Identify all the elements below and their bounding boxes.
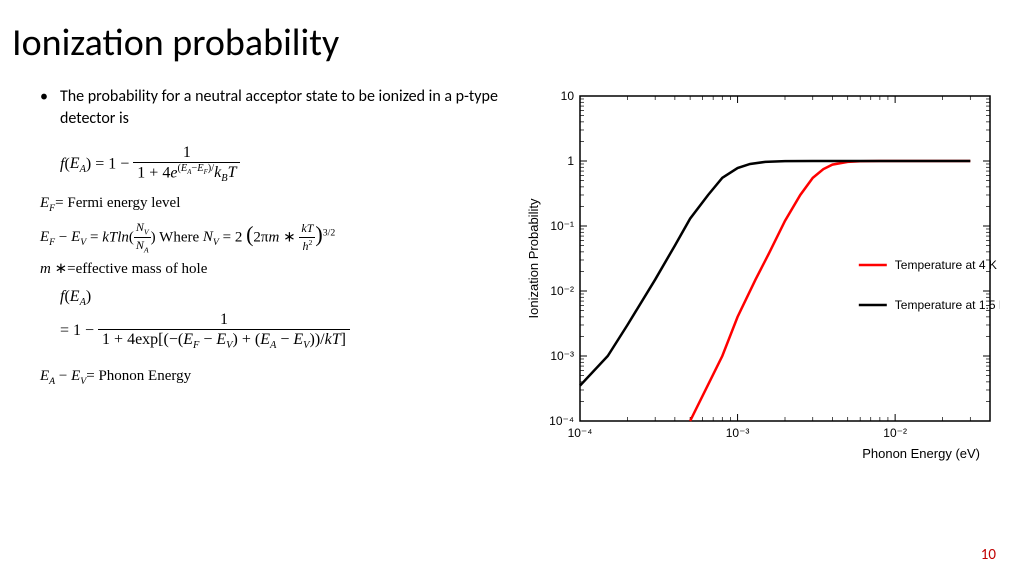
svg-text:10⁻³: 10⁻³ (550, 349, 574, 363)
svg-text:10⁻²: 10⁻² (883, 426, 907, 440)
svg-text:Phonon Energy (eV): Phonon Energy (eV) (862, 446, 980, 461)
svg-text:Temperature at 1.5 K: Temperature at 1.5 K (895, 298, 1000, 312)
svg-text:1: 1 (567, 154, 574, 168)
svg-text:10⁻¹: 10⁻¹ (550, 219, 574, 233)
definition-phonon: EA − EV= Phonon Energy (40, 367, 500, 389)
bullet-marker: • (40, 86, 48, 131)
ionization-chart: 10⁻⁴10⁻³10⁻²10⁻¹11010⁻⁴10⁻³10⁻²Phonon En… (520, 86, 1000, 466)
svg-text:10⁻³: 10⁻³ (726, 426, 750, 440)
svg-text:Temperature at 4 K: Temperature at 4 K (895, 258, 997, 272)
equation-1: f(EA) = 1 − 1 1 + 4e(EA−EF)/kBT (60, 143, 500, 186)
bullet-text: The probability for a neutral acceptor s… (60, 86, 500, 131)
definition-ef: EF= Fermi energy level (40, 194, 500, 216)
text-column: • The probability for a neutral acceptor… (40, 86, 500, 471)
chart-container: 10⁻⁴10⁻³10⁻²10⁻¹11010⁻⁴10⁻³10⁻²Phonon En… (520, 86, 1004, 471)
svg-text:Ionization Probability: Ionization Probability (526, 198, 541, 318)
svg-text:10⁻²: 10⁻² (550, 284, 574, 298)
equation-ef-ev: EF − EV = kTln(NVNA) Where NV = 2 (2πm ∗… (40, 220, 500, 256)
slide-title: Ionization probability (0, 0, 1024, 66)
page-number: 10 (981, 546, 996, 564)
equation-2: f(EA) = 1 − 1 1 + 4exp[(−(EF − EV) + (EA… (60, 287, 500, 353)
content-area: • The probability for a neutral acceptor… (0, 66, 1024, 471)
svg-text:10: 10 (561, 89, 575, 103)
bullet-item: • The probability for a neutral acceptor… (40, 86, 500, 131)
svg-text:10⁻⁴: 10⁻⁴ (568, 426, 593, 440)
definition-mstar: m ∗=effective mass of hole (40, 260, 500, 280)
